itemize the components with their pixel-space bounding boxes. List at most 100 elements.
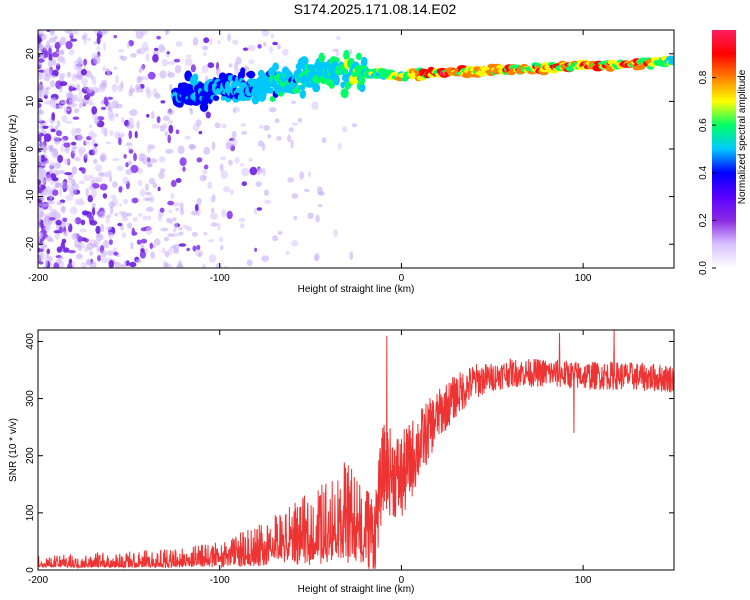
spectrogram-noise-blob — [92, 133, 98, 138]
spectrogram-noise-blob — [277, 230, 283, 236]
spectrogram-noise-blob — [282, 48, 289, 56]
spectrogram-ridge-blob — [267, 87, 274, 94]
spectrogram-noise-blob — [40, 238, 44, 242]
spectrogram-xtick-label: 0 — [399, 273, 405, 284]
spectrogram-noise-blob — [172, 202, 180, 207]
spectrogram-noise-blob — [210, 222, 218, 227]
spectrogram-noise-blob — [165, 148, 174, 154]
spectrogram-noise-blob — [220, 170, 229, 179]
spectrogram-noise-blob — [49, 162, 55, 166]
spectrogram-noise-blob — [67, 263, 73, 268]
spectrogram-noise-blob — [239, 223, 245, 229]
spectrogram-noise-blob — [38, 212, 45, 216]
spectrogram-noise-blob — [49, 208, 57, 217]
spectrogram-noise-blob — [107, 231, 114, 239]
spectrogram-noise-blob — [210, 212, 218, 220]
spectrogram-noise-blob — [38, 186, 43, 193]
spectrogram-noise-blob — [45, 221, 52, 230]
spectrogram-noise-blob — [184, 135, 191, 140]
spectrogram-ytick-label: -20 — [25, 237, 36, 252]
spectrogram-noise-blob — [189, 107, 193, 112]
spectrogram-noise-blob — [86, 86, 94, 93]
spectrogram-noise-blob — [291, 193, 299, 199]
spectrogram-noise-blob — [65, 120, 73, 124]
spectrogram-noise-blob — [177, 145, 185, 155]
spectrogram-noise-blob — [105, 226, 112, 231]
colorbar-ticks: 0.0 0.2 0.4 0.6 0.8 — [698, 70, 716, 275]
spectrogram-noise-blob — [105, 215, 110, 224]
spectrogram-noise-blob — [49, 30, 55, 37]
spectrogram-noise-blob — [102, 193, 108, 199]
spectrogram-noise-blob — [240, 163, 244, 167]
spectrogram-noise-blob — [191, 231, 198, 237]
spectrogram-ridge-blob — [300, 89, 306, 98]
spectrogram-noise-blob — [173, 243, 180, 251]
spectrogram-noise-blob — [285, 250, 290, 256]
spectrogram-noise-blob — [164, 130, 168, 137]
spectrogram-noise-blob — [315, 214, 320, 223]
spectrogram-ridge-blob — [299, 56, 309, 66]
spectrogram-noise-blob — [38, 30, 45, 38]
spectrogram-noise-blob — [56, 120, 61, 128]
spectrogram-noise-blob — [246, 259, 253, 267]
spectrogram-noise-blob — [45, 235, 52, 242]
spectrogram-noise-blob — [120, 81, 124, 89]
spectrogram-noise-blob — [51, 177, 59, 182]
spectrogram-ytick-label: -10 — [25, 189, 36, 204]
spectrogram-noise-blob — [89, 250, 93, 256]
spectrogram-noise-blob — [100, 250, 107, 258]
spectrogram-noise-blob — [342, 125, 348, 133]
spectrogram-noise-blob — [38, 206, 43, 211]
spectrogram-noise-blob — [160, 100, 166, 104]
spectrogram-noise-blob — [78, 180, 86, 185]
spectrogram-ridge-blob — [246, 70, 256, 79]
spectrogram-noise-blob — [140, 248, 145, 253]
spectrogram-noise-blob — [46, 248, 51, 255]
spectrogram-noise-blob — [165, 30, 170, 35]
spectrogram-noise-blob — [47, 200, 55, 205]
spectrogram-noise-blob — [221, 209, 227, 218]
spectrogram-noise-blob — [247, 45, 256, 52]
spectrogram-noise-blob — [91, 183, 100, 189]
spectrogram-noise-blob — [38, 202, 43, 207]
spectrogram-noise-blob — [61, 115, 68, 123]
spectrogram-noise-blob — [76, 97, 83, 103]
spectrogram-noise-blob — [49, 80, 56, 88]
spectrogram-noise-blob — [38, 53, 41, 58]
spectrogram-noise-blob — [114, 113, 119, 118]
spectrogram-noise-blob — [60, 181, 68, 190]
spectrogram-noise-blob — [83, 35, 87, 45]
spectrogram-noise-blob — [74, 217, 82, 225]
colorbar-tick-label: 0.8 — [698, 70, 709, 84]
spectrogram-noise-blob — [138, 212, 143, 217]
spectrogram-noise-blob — [234, 156, 240, 164]
spectrogram-noise-blob — [198, 252, 202, 258]
spectrogram-noise-blob — [173, 58, 181, 63]
spectrogram-noise-blob — [89, 124, 93, 129]
spectrogram-noise-blob — [291, 122, 298, 126]
snr-xlabel: Height of straight line (km) — [298, 584, 415, 595]
spectrogram-noise-blob — [162, 115, 170, 121]
spectrogram-noise-blob — [255, 181, 262, 188]
spectrogram-noise-blob — [94, 143, 98, 147]
spectrogram-noise-blob — [67, 250, 76, 254]
spectrogram-noise-blob — [242, 47, 249, 51]
spectrogram-noise-blob — [241, 131, 248, 135]
spectrogram-noise-blob — [38, 35, 42, 44]
spectrogram-noise-blob — [145, 183, 149, 191]
spectrogram-noise-blob — [179, 157, 187, 167]
spectrogram-noise-blob — [178, 231, 184, 236]
spectrogram-noise-blob — [125, 169, 133, 175]
spectrogram-noise-blob — [70, 141, 77, 146]
spectrogram-noise-blob — [240, 123, 247, 127]
spectrogram-noise-blob — [129, 84, 133, 92]
spectrogram-noise-blob — [89, 220, 98, 226]
spectrogram-noise-blob — [263, 124, 271, 131]
spectrogram-noise-blob — [69, 206, 78, 215]
spectrogram-noise-blob — [274, 118, 280, 124]
spectrogram-noise-blob — [267, 133, 272, 139]
spectrogram-noise-blob — [106, 250, 115, 256]
spectrogram-noise-blob — [171, 245, 176, 250]
spectrogram-noise-blob — [75, 127, 82, 134]
spectrogram-noise-blob — [158, 171, 165, 180]
